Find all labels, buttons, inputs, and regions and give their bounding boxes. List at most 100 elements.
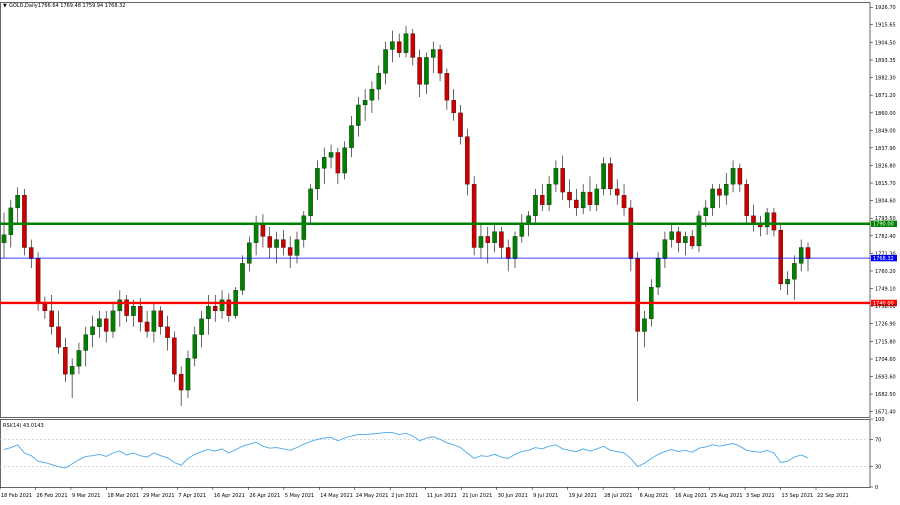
candle (512, 231, 518, 269)
price-tick-label: 1704.60 (875, 357, 896, 363)
candle-body (110, 310, 116, 332)
candle (417, 49, 422, 98)
candle (315, 160, 320, 200)
candle (165, 315, 170, 351)
candle (465, 128, 470, 196)
candle-body (35, 258, 41, 304)
candle-body (131, 305, 136, 316)
price-tick-label: 1715.80 (875, 339, 896, 345)
date-tick-label: 13 Sep 2021 (782, 493, 814, 499)
candle (158, 306, 163, 335)
price-tick-label: 1871.20 (875, 93, 896, 99)
candle-body (199, 318, 204, 335)
candle-body (505, 247, 511, 259)
support-level-tag (871, 299, 897, 307)
candle (49, 295, 54, 335)
candle-body (247, 242, 252, 264)
candle (42, 296, 48, 319)
candle (614, 179, 620, 205)
price-tick-label: 1782.40 (875, 234, 896, 240)
candle (321, 147, 327, 185)
candle (287, 236, 293, 269)
candle-body (771, 212, 777, 231)
date-tick-label: 16 Aug 2021 (675, 493, 707, 499)
candle (144, 310, 150, 338)
candle-body (540, 195, 545, 205)
date-tick-label: 11 Jun 2021 (427, 493, 457, 499)
candle-body (778, 229, 784, 285)
date-tick-label: 25 Aug 2021 (711, 493, 743, 499)
candle (1, 212, 7, 259)
candle-body (580, 191, 586, 209)
rsi-label: RSI(14) 43.0143 (3, 423, 44, 429)
candle (683, 231, 688, 256)
candle-body (56, 326, 61, 348)
candle (437, 44, 443, 82)
date-tick-label: 14 May 2021 (320, 493, 353, 499)
candle (247, 236, 252, 272)
candle (15, 187, 20, 224)
candle-body (608, 163, 613, 190)
price-tick-label: 1726.90 (875, 322, 896, 328)
date-tick-label: 30 Jun 2021 (498, 493, 528, 499)
candle-body (567, 191, 572, 201)
candle (390, 30, 395, 63)
candle-body (151, 310, 157, 332)
candle (281, 230, 286, 256)
candle (471, 176, 477, 256)
date-tick-label: 22 Sep 2021 (817, 493, 849, 499)
candle-body (267, 236, 272, 248)
rsi-tick-label: 0 (875, 485, 878, 491)
candle-body (8, 207, 14, 235)
candle (90, 315, 95, 348)
candle (669, 223, 674, 248)
candle-body (689, 236, 695, 247)
candle-body (512, 236, 518, 259)
price-tick-label: 1738.00 (875, 304, 896, 310)
candle-body (737, 168, 743, 185)
date-tick-label: 26 Feb 2021 (36, 493, 67, 499)
candle (56, 310, 61, 354)
candle-body (192, 334, 198, 359)
candle-body (621, 195, 627, 209)
price-tick-label: 1860.00 (875, 111, 896, 117)
candle-body (240, 263, 245, 291)
price-tick-label: 1771.30 (875, 251, 896, 257)
candle-body (15, 195, 20, 209)
candle (274, 231, 279, 264)
candle (703, 199, 709, 227)
price-tick-label: 1671.40 (875, 410, 896, 416)
candle-body (103, 318, 109, 332)
candle (723, 173, 729, 205)
candle (771, 207, 777, 237)
candle-body (172, 337, 177, 375)
candle-body (723, 184, 729, 196)
candle-body (260, 223, 266, 237)
rsi-line (3, 432, 809, 469)
header-triangle-icon[interactable]: ▼ (3, 3, 7, 9)
date-tick-label: 9 Jul 2021 (533, 493, 558, 499)
candle (396, 33, 402, 58)
candle (362, 89, 368, 121)
candle (383, 41, 388, 85)
candle (553, 160, 559, 193)
candles-group (1, 25, 811, 406)
candle-body (22, 195, 27, 248)
price-tick-label: 1882.30 (875, 76, 896, 82)
candle-body (437, 49, 443, 74)
rsi-panel: 100 70 30 0 (0, 417, 885, 491)
candle-body (444, 73, 450, 101)
date-tick-label: 2 Jun 2021 (391, 493, 418, 499)
price-tick-label: 1837.90 (875, 146, 896, 152)
candle (730, 160, 736, 193)
candle-body (97, 318, 102, 327)
candle (328, 144, 334, 169)
date-tick-label: 5 May 2021 (285, 493, 314, 499)
candle (410, 28, 416, 66)
candle-body (287, 247, 293, 256)
candle-body (410, 33, 416, 58)
date-tick-label: 16 Apr 2021 (214, 493, 245, 499)
candle (519, 214, 525, 243)
candle-body (28, 247, 34, 259)
